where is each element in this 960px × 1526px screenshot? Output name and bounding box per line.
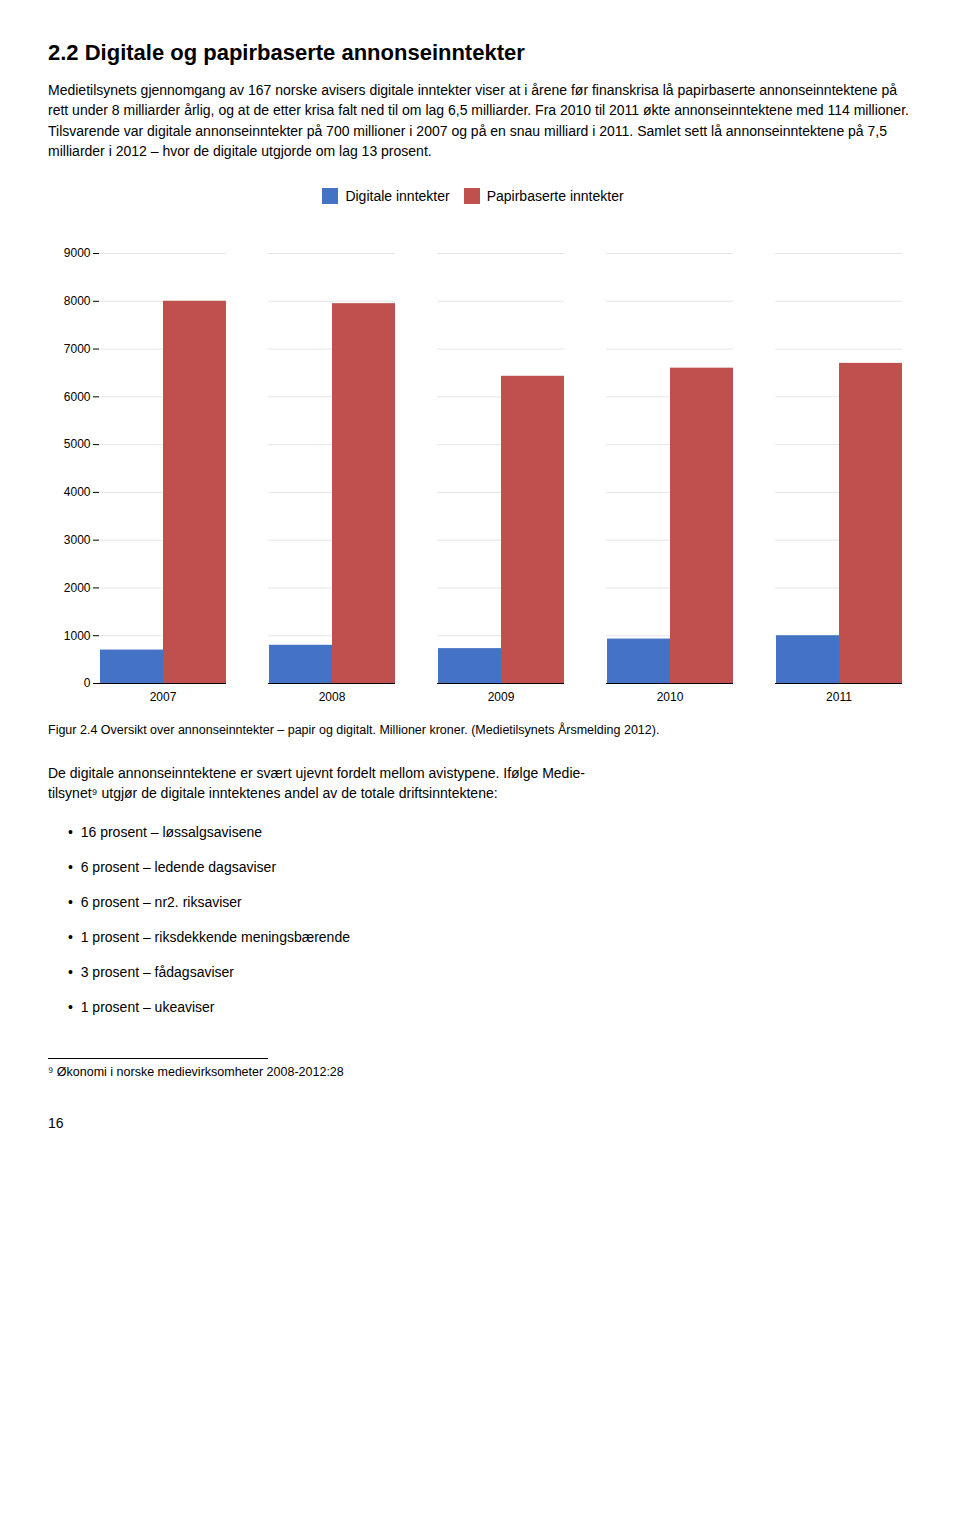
html-text:16: 16 [48,1114,64,1131]
svg-text:2010: 2010 [657,690,684,704]
html-text:Papirbaserte inntekter: Papirbaserte inntekter [486,187,624,204]
svg-text:1000: 1000 [64,629,91,643]
svg-text:4000: 4000 [64,485,91,499]
html-text:• 1 prosent – riksdekkende men: • 1 prosent – riksdekkende meningsbærend… [68,928,350,945]
html-text:• 1 prosent – ukeaviser: • 1 prosent – ukeaviser [68,998,215,1015]
svg-text:2009: 2009 [488,690,515,704]
html-text:• 3 prosent – fådagsaviser: • 3 prosent – fådagsaviser [68,963,234,980]
svg-text:2011: 2011 [826,690,852,704]
html-text:Figur 2.4 Oversikt over annons: Figur 2.4 Oversikt over annonseinntekter… [48,723,660,738]
svg-text:6000: 6000 [64,390,91,404]
html-text:De digitale annonseinntektene: De digitale annonseinntektene er svært u… [48,765,585,802]
html-text:• 6 prosent – ledende dagsavis: • 6 prosent – ledende dagsaviser [68,858,276,875]
svg-text:7000: 7000 [64,342,91,356]
html-text:2.2 Digitale og papirbaserte a: 2.2 Digitale og papirbaserte annonseinnt… [48,40,525,65]
svg-text:0: 0 [84,677,91,691]
svg-text:9000: 9000 [64,247,91,261]
svg-text:3000: 3000 [64,533,91,547]
svg-text:2000: 2000 [64,581,91,595]
svg-text:5000: 5000 [64,438,91,452]
svg-text:2007: 2007 [150,690,177,704]
svg-text:8000: 8000 [64,294,91,308]
html-text:Digitale inntekter: Digitale inntekter [345,187,450,204]
html-text:Medietilsynets gjennomgang av: Medietilsynets gjennomgang av 167 norske… [48,82,913,159]
svg-text:2008: 2008 [319,690,346,704]
html-text:• 6 prosent – nr2. riksaviser: • 6 prosent – nr2. riksaviser [68,893,242,910]
html-text:• 16 prosent – løssalgsavisene: • 16 prosent – løssalgsavisene [68,823,262,840]
html-text:⁹ Økonomi i norske medievirkso: ⁹ Økonomi i norske medievirksomheter 200… [48,1064,344,1079]
